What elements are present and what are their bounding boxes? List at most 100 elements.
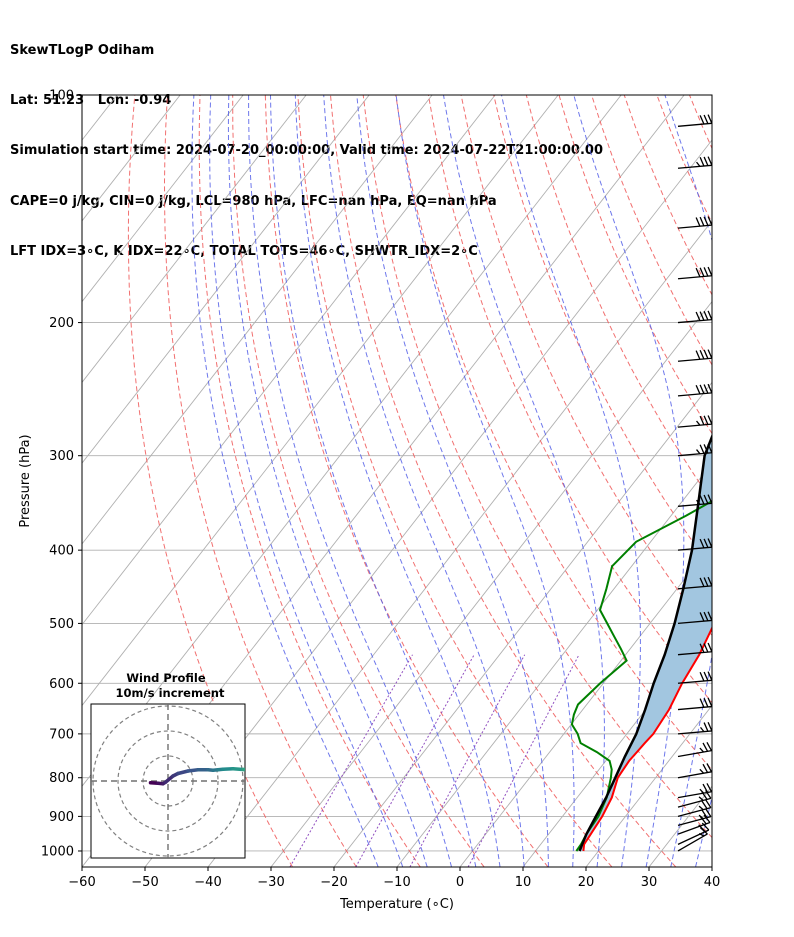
dry-adiabat-line (330, 95, 677, 867)
wind-barb-feather (701, 800, 708, 809)
wind-barb-feather (703, 643, 709, 653)
x-tick-label: 0 (456, 875, 464, 890)
y-axis-label: Pressure (hPa) (18, 434, 33, 527)
wind-barb-feather (707, 349, 713, 359)
wind-barb-feather (703, 814, 711, 823)
cape-cin-shading (579, 436, 712, 851)
y-tick-label: 200 (49, 316, 74, 331)
hodograph-segment (271, 767, 276, 768)
wind-barb-feather (707, 383, 713, 394)
chart-title: SkewTLogP Odiham (10, 42, 155, 58)
wind-barb (677, 697, 713, 711)
wind-barb-feather (699, 157, 705, 167)
wind-barb-feather (698, 814, 704, 820)
wind-barb-staff (677, 806, 712, 818)
temperature-line (582, 625, 712, 852)
wind-barb (677, 494, 713, 507)
wind-barb-feather (707, 114, 713, 124)
chart-title-block: SkewTLogP Odiham Lat: 51.23 Lon: -0.94 S… (10, 9, 603, 278)
wind-barb-feather (707, 216, 713, 226)
dry-adiabat-line (427, 95, 712, 704)
wind-barb-staff (677, 679, 712, 684)
wind-barb-feather (699, 672, 705, 682)
dry-adiabat-line (525, 95, 712, 503)
wind-barb-feather (699, 788, 705, 794)
dry-adiabat-line (787, 95, 794, 867)
dewpoint-line (570, 500, 712, 852)
profiles (570, 433, 712, 852)
dry-adiabat-line (656, 95, 712, 224)
y-tick-label: 300 (49, 449, 74, 464)
hodograph-segment (261, 769, 266, 770)
wind-barb-staff (677, 771, 712, 779)
wind-barb-staff (677, 452, 712, 457)
y-tick-label: 800 (49, 771, 74, 786)
wind-barb-staff (677, 546, 712, 551)
wind-barb-feather (699, 444, 705, 454)
moist-adiabat-line (356, 95, 549, 867)
wind-barb-feather (699, 415, 705, 426)
inset-subtitle: 10m/s increment (116, 686, 225, 700)
wind-profile-inset: Wind Profile 10m/s increment (90, 671, 276, 859)
wind-barb (677, 383, 713, 397)
wind-barb-feather (705, 808, 712, 817)
wind-barb (677, 799, 712, 818)
x-tick-label: 20 (578, 875, 595, 890)
time-line: Simulation start time: 2024-07-20_00:00:… (10, 143, 603, 159)
wind-barb-feather (703, 697, 709, 708)
wind-barb-feather (707, 415, 713, 425)
wind-barb-feather (699, 612, 705, 622)
x-axis-label: Temperature (∘C) (339, 897, 454, 912)
wind-barb (677, 216, 713, 229)
wind-barb-feather (707, 266, 713, 277)
wind-barb (677, 611, 713, 625)
wind-barb-staff (677, 585, 712, 590)
wind-barb-feather (698, 796, 704, 801)
wind-barb-staff (677, 797, 712, 808)
isotherm-line (459, 543, 712, 867)
wind-barb-feather (695, 350, 701, 360)
mixing-ratio-line (355, 654, 475, 867)
moist-adiabat-line (209, 95, 404, 867)
x-tick-label: −50 (131, 875, 158, 890)
wind-barb-feather (698, 805, 704, 811)
wind-barb-feather (703, 671, 709, 681)
wind-barb-feather (699, 115, 705, 125)
wind-barb-staff (677, 730, 712, 735)
x-tick-label: −30 (257, 875, 284, 890)
y-tick-label: 600 (49, 677, 74, 692)
moist-adiabat-line (720, 95, 794, 867)
dry-adiabat-line (232, 95, 485, 867)
x-tick-label: 10 (515, 875, 532, 890)
wind-barb-staff (677, 791, 712, 799)
wind-barb (677, 741, 713, 758)
wind-barb-staff (677, 224, 712, 229)
dry-adiabat-line (591, 95, 712, 366)
isotherm-line (585, 704, 712, 867)
hodograph-segment (266, 768, 271, 769)
wind-barb-feather (699, 643, 705, 653)
wind-barb-feather (703, 310, 709, 321)
wind-barb-feather (707, 310, 713, 320)
dry-adiabat-line (493, 95, 712, 570)
wind-barb-staff (677, 619, 712, 625)
wind-barb (677, 671, 713, 684)
wind-barb-feather (706, 783, 713, 793)
isotherm-line (82, 95, 559, 707)
wind-barb-feather (706, 763, 713, 773)
moist-adiabat-line (270, 95, 477, 867)
wind-barb (677, 642, 713, 656)
wind-barb-feather (707, 642, 713, 652)
moist-adiabat-line (395, 95, 575, 867)
wind-barb-feather (702, 783, 709, 793)
wind-barb-feather (703, 216, 709, 226)
isotherm-line (333, 381, 712, 867)
wind-barb-feather (695, 311, 701, 321)
wind-barb-feather (702, 742, 709, 752)
wind-barb-feather (699, 350, 705, 360)
wind-barb-staff (677, 318, 712, 324)
dry-adiabat-line (297, 95, 613, 867)
wind-barb-feather (701, 809, 708, 818)
wind-barb-feather (699, 495, 705, 505)
wind-barbs (677, 114, 713, 852)
